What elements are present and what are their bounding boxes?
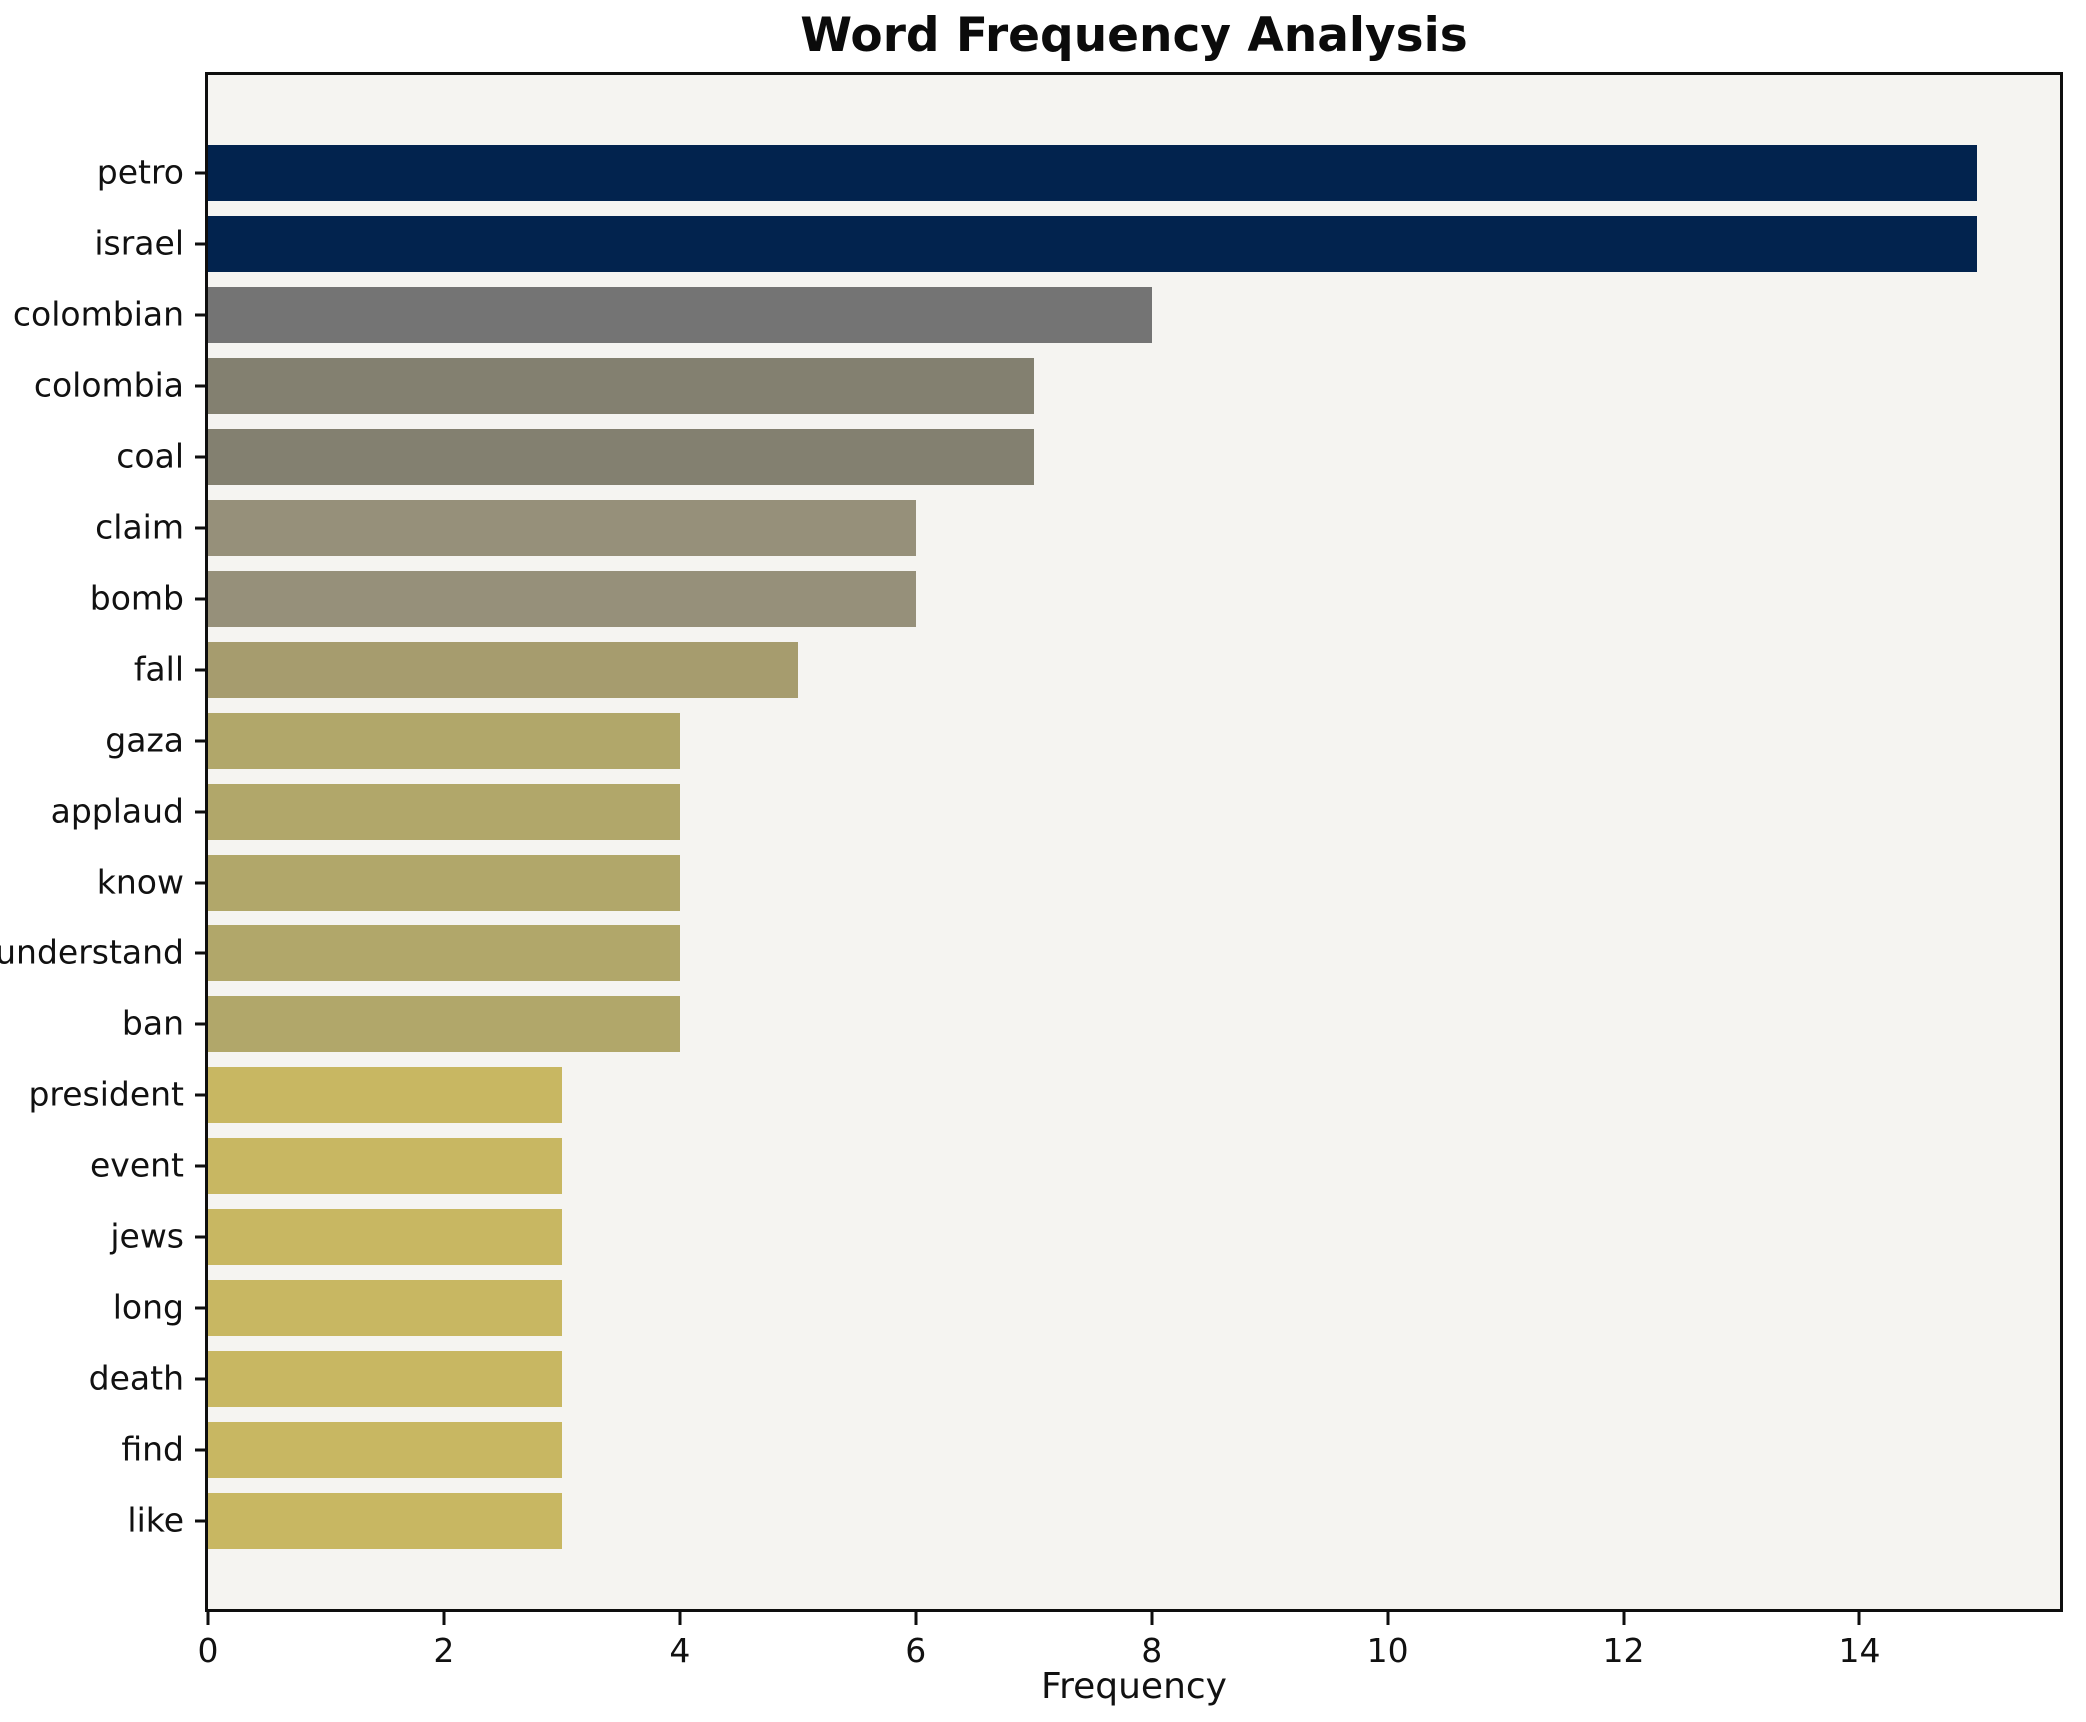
x-axis-tick: [1150, 1612, 1154, 1625]
bar-bomb: [208, 570, 916, 627]
bar-ban: [208, 996, 680, 1053]
y-tick-label-understand: understand: [0, 933, 184, 973]
y-tick-label-long: long: [112, 1287, 184, 1327]
y-tick-label-jews: jews: [110, 1216, 184, 1256]
bar-gaza: [208, 712, 680, 769]
x-axis-label: Frequency: [1041, 1666, 1227, 1707]
y-tick-label-colombian: colombian: [12, 294, 184, 334]
y-axis-tick: [195, 1306, 205, 1310]
bar-understand: [208, 925, 680, 982]
bar-know: [208, 854, 680, 911]
y-tick-label-know: know: [96, 862, 184, 902]
x-axis-tick: [206, 1612, 210, 1625]
bar-colombian: [208, 286, 1152, 343]
x-tick-label-14: 14: [1838, 1631, 1881, 1670]
y-tick-label-claim: claim: [95, 507, 184, 547]
x-axis-tick: [678, 1612, 682, 1625]
y-axis-tick: [195, 739, 205, 743]
y-axis-tick: [195, 313, 205, 317]
y-axis-tick: [195, 1093, 205, 1097]
y-tick-label-event: event: [90, 1146, 184, 1186]
plot-area: petro israel colombian colombia coal claim bom…: [0, 72, 2063, 1670]
bar-long: [208, 1280, 562, 1337]
x-axis-tick: [1386, 1612, 1390, 1625]
y-tick-label-death: death: [88, 1358, 184, 1398]
x-tick-label-12: 12: [1602, 1631, 1645, 1670]
x-axis-tick: [1622, 1612, 1626, 1625]
bar-claim: [208, 499, 916, 556]
y-axis-tick: [195, 951, 205, 955]
y-tick-label-bomb: bomb: [89, 578, 184, 618]
bar-israel: [208, 215, 1978, 272]
x-axis-tick: [1857, 1612, 1861, 1625]
bar-colombia: [208, 357, 1034, 414]
y-axis-tick: [195, 1164, 205, 1168]
y-axis-tick: [195, 1519, 205, 1523]
bar-find: [208, 1422, 562, 1479]
y-axis-tick: [195, 526, 205, 530]
y-axis-tick: [195, 1448, 205, 1452]
bar-fall: [208, 641, 798, 698]
y-tick-label-like: like: [127, 1500, 184, 1540]
y-axis-tick: [195, 384, 205, 388]
y-axis-tick: [195, 171, 205, 175]
x-axis-tick: [442, 1612, 446, 1625]
y-tick-label-gaza: gaza: [105, 720, 184, 760]
x-tick-label-2: 2: [433, 1631, 455, 1670]
y-axis-tick: [195, 668, 205, 672]
bar-death: [208, 1351, 562, 1408]
x-tick-label-6: 6: [905, 1631, 927, 1670]
x-tick-label-0: 0: [197, 1631, 219, 1670]
y-tick-label-find: find: [121, 1429, 184, 1469]
y-tick-label-coal: coal: [116, 436, 184, 476]
y-axis-tick: [195, 242, 205, 246]
y-axis-tick: [195, 881, 205, 884]
y-tick-label-colombia: colombia: [33, 365, 184, 405]
bar-coal: [208, 428, 1034, 485]
y-tick-label-applaud: applaud: [50, 791, 184, 831]
y-tick-label-fall: fall: [133, 649, 184, 689]
bar-jews: [208, 1209, 562, 1266]
bar-like: [208, 1493, 562, 1550]
y-axis-tick: [195, 1235, 205, 1239]
y-axis-tick: [195, 810, 205, 814]
y-axis-tick: [195, 1377, 205, 1381]
y-tick-label-israel: israel: [94, 223, 184, 263]
bar-event: [208, 1138, 562, 1195]
y-axis-tick: [195, 1022, 205, 1026]
x-axis-tick: [914, 1612, 918, 1625]
y-tick-label-president: president: [28, 1075, 184, 1115]
bar-applaud: [208, 783, 680, 840]
x-tick-label-10: 10: [1366, 1631, 1409, 1670]
chart-title: Word Frequency Analysis: [800, 8, 1468, 63]
x-tick-label-4: 4: [669, 1631, 691, 1670]
bar-petro: [208, 145, 1978, 201]
bar-president: [208, 1067, 562, 1124]
y-tick-label-petro: petro: [96, 152, 184, 192]
y-axis-tick: [195, 597, 205, 601]
x-tick-label-8: 8: [1141, 1631, 1163, 1670]
y-axis-tick: [195, 455, 205, 459]
y-tick-label-ban: ban: [121, 1004, 184, 1044]
